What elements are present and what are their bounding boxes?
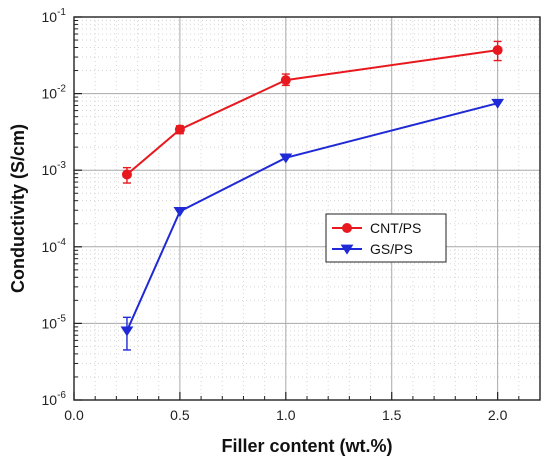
data-point: [173, 207, 187, 217]
axis-ticks: 0.0 0.5 1.0 1.5 2.010-610-510-410-310-210-1: [42, 7, 520, 423]
data-point: [279, 153, 293, 164]
plot-frame: [73, 16, 541, 401]
x-tick-label: 0.5: [170, 407, 190, 423]
y-tick-label: 10-5: [42, 313, 67, 331]
legend-label: GS/PS: [370, 241, 413, 257]
y-tick-label-base: 10: [42, 9, 58, 25]
y-tick-label: 10-2: [42, 84, 67, 102]
data-point: [120, 326, 134, 337]
y-tick-label-exponent: -4: [57, 237, 66, 248]
y-tick-label-base: 10: [42, 162, 58, 178]
x-tick-label: 0.0: [64, 407, 84, 423]
data-point: [491, 98, 505, 109]
series-line-0: [126, 49, 498, 176]
y-tick-label: 10-4: [42, 237, 67, 255]
data-point: [121, 169, 132, 180]
y-tick-label-base: 10: [42, 315, 58, 331]
y-tick-label-base: 10: [42, 392, 58, 408]
legend-label: CNT/PS: [370, 220, 421, 236]
y-tick-label: 10-6: [42, 390, 67, 408]
data-point: [174, 124, 185, 135]
y-tick-label-base: 10: [42, 239, 58, 255]
x-tick-label: 1.0: [276, 407, 296, 423]
y-tick-label-exponent: -1: [57, 7, 66, 18]
y-tick-label-exponent: -2: [57, 84, 66, 95]
y-tick-label: 10-3: [42, 160, 67, 178]
legend: CNT/PS GS/PS: [325, 213, 447, 263]
data-point: [492, 45, 503, 56]
y-tick-label-base: 10: [42, 86, 58, 102]
data-point: [280, 75, 291, 86]
y-axis-title: Conductivity (S/cm): [8, 124, 28, 293]
series-layer: [120, 40, 505, 351]
grid: [73, 16, 540, 401]
y-tick-label: 10-1: [42, 7, 67, 25]
x-tick-label: 2.0: [488, 407, 508, 423]
x-tick-label: 1.5: [382, 407, 402, 423]
legend-box: [325, 213, 447, 263]
legend-marker: [342, 223, 352, 233]
series-line-1: [126, 102, 498, 332]
y-tick-label-exponent: -5: [57, 313, 66, 324]
legend-marker: [340, 244, 354, 255]
x-axis-title: Filler content (wt.%): [222, 436, 393, 456]
y-tick-label-exponent: -3: [57, 160, 66, 171]
y-tick-label-exponent: -6: [57, 390, 66, 401]
